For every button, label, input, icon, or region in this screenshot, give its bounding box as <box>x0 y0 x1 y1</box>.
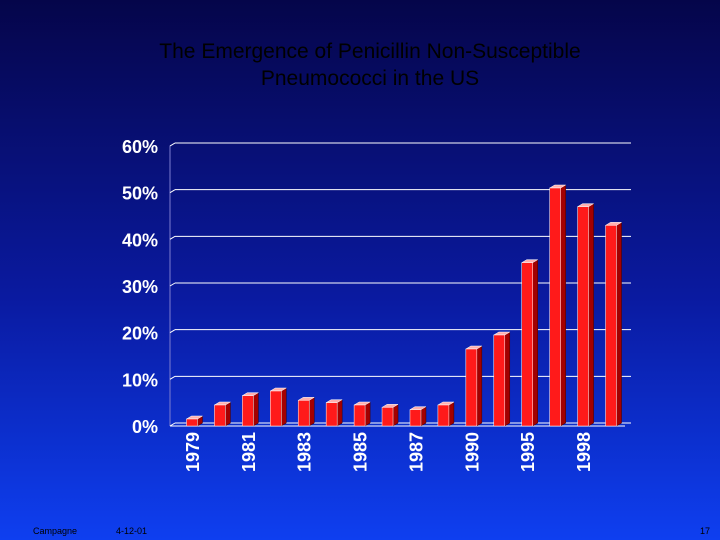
bar <box>242 395 254 427</box>
footer-author: Campagne <box>33 526 78 536</box>
y-tick-label: 40% <box>122 230 158 250</box>
gridline-depth <box>169 142 176 147</box>
bar <box>577 206 589 427</box>
bar <box>605 225 617 427</box>
bar <box>353 404 366 427</box>
x-tick-label: 1987 <box>406 432 426 472</box>
bar <box>186 418 198 427</box>
y-tick-label: 10% <box>122 370 158 390</box>
bar <box>521 262 533 427</box>
bar <box>549 187 561 427</box>
x-tick-label: 1990 <box>462 432 482 472</box>
bar-side <box>532 259 538 427</box>
x-tick-label: 1995 <box>518 432 538 472</box>
bar-side <box>560 184 566 427</box>
bar <box>270 390 282 427</box>
bar <box>325 402 338 427</box>
bar-side <box>588 203 594 427</box>
x-tick-label: 1985 <box>351 432 371 472</box>
bar-side <box>616 221 622 427</box>
bar <box>465 348 478 427</box>
footer-date: 4-12-01 <box>116 526 148 536</box>
chart-title-line-1: The Emergence of Penicillin Non-Suscepti… <box>159 40 581 63</box>
chart-title-line-2: Pneumococci in the US <box>260 67 480 90</box>
bar <box>437 404 450 427</box>
bar <box>493 334 506 427</box>
bar-side <box>364 401 371 427</box>
bar <box>297 400 310 427</box>
bar-side <box>308 396 315 427</box>
bar <box>214 404 226 427</box>
bar-side <box>281 387 287 427</box>
bar-side <box>420 406 427 427</box>
bar-side <box>504 331 511 427</box>
y-tick-label: 30% <box>122 277 158 297</box>
bar-side <box>253 392 259 427</box>
y-tick-label: 0% <box>132 417 158 437</box>
bar-side <box>476 345 483 427</box>
bar-side <box>225 401 231 427</box>
x-tick-label: 1983 <box>295 432 315 472</box>
gridline-depth <box>169 189 176 194</box>
bar-side <box>336 399 343 427</box>
bar <box>409 409 422 427</box>
y-tick-label: 50% <box>122 184 158 204</box>
gridline-depth <box>169 375 176 380</box>
x-tick-label: 1998 <box>574 432 594 472</box>
gridline-depth <box>169 282 176 287</box>
x-tick-label: 1981 <box>239 432 259 472</box>
chart-title: The Emergence of Penicillin Non-Suscepti… <box>0 38 720 92</box>
bar-side <box>392 403 399 427</box>
bar-side <box>448 401 455 427</box>
x-tick-label: 1979 <box>183 432 203 472</box>
bar <box>381 407 394 427</box>
gridline-depth <box>169 235 176 240</box>
page-number: 17 <box>700 526 711 536</box>
y-tick-label: 60% <box>122 137 158 157</box>
gridline-depth <box>169 329 176 334</box>
y-tick-label: 20% <box>122 324 158 344</box>
